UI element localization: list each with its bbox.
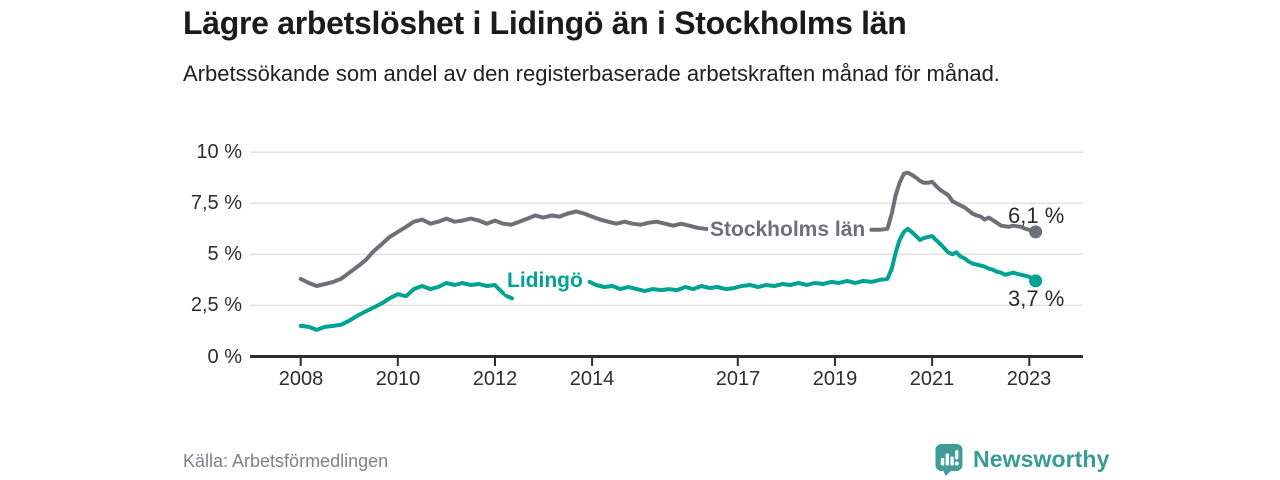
- y-axis-label: 7,5 %: [190, 192, 242, 214]
- series-label-lidingo: Lidingö: [505, 268, 585, 294]
- y-axis-label: 5 %: [207, 243, 242, 265]
- series-line-lidingo: [587, 226, 1038, 294]
- x-axis-label: 2023: [1006, 368, 1052, 390]
- series-line-lidingo: [298, 281, 514, 332]
- newsworthy-wordmark: Newsworthy: [973, 446, 1110, 472]
- series-end-dot-stockholms-lan: [1029, 225, 1043, 239]
- end-value-label-stockholms-lan: 6,1 %: [1008, 203, 1065, 228]
- series-line-stockholms-lan: [298, 209, 716, 288]
- y-axis-label: 10 %: [196, 141, 242, 163]
- x-axis-label: 2014: [569, 368, 615, 390]
- newsworthy-logo[interactable]: Newsworthy: [934, 443, 1109, 476]
- end-value-label-lidingo: 3,7 %: [1008, 286, 1065, 311]
- x-axis-label: 2019: [812, 368, 858, 390]
- series-line-stockholms-lan: [869, 170, 1038, 234]
- page-title: Lägre arbetslöshet i Lidingö än i Stockh…: [183, 5, 907, 41]
- series-end-dot-lidingo: [1029, 274, 1043, 288]
- x-axis-label: 2021: [909, 368, 955, 390]
- bar-chart-speech-bubble-icon: [935, 444, 963, 476]
- y-axis-label: 0 %: [207, 346, 242, 368]
- x-axis-label: 2010: [375, 368, 421, 390]
- series-label-stockholms-lan: Stockholms län: [708, 217, 868, 243]
- source-note: Källa: Arbetsförmedlingen: [183, 451, 389, 471]
- chart-subtitle: Arbetssökande som andel av den registerb…: [183, 61, 1000, 86]
- x-axis-label: 2008: [278, 368, 324, 390]
- x-axis-label: 2017: [715, 368, 761, 390]
- y-axis-label: 2,5 %: [190, 294, 242, 316]
- x-axis-label: 2012: [472, 368, 518, 390]
